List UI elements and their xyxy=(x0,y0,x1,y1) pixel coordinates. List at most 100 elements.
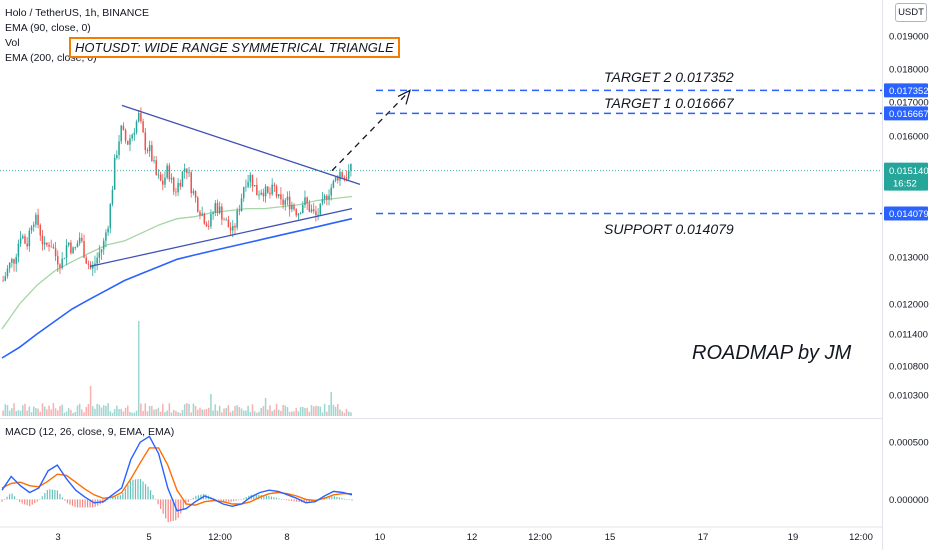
volume-bar xyxy=(67,408,70,416)
volume-bar xyxy=(19,410,22,416)
candle-body xyxy=(102,240,105,250)
volume-bar xyxy=(321,412,324,416)
candle-body xyxy=(262,192,265,197)
candle-body xyxy=(85,257,87,264)
candle-body xyxy=(321,199,324,204)
candle-body xyxy=(271,184,273,195)
macd-histogram-bar xyxy=(6,496,8,500)
candle-body xyxy=(8,262,11,269)
volume-bar xyxy=(288,411,291,416)
roadmap-label[interactable]: ROADMAP by JM xyxy=(692,342,852,364)
macd-histogram-bar xyxy=(34,499,36,504)
candle-body xyxy=(306,197,308,204)
volume-bar xyxy=(37,408,39,416)
candle-body xyxy=(280,194,282,200)
macd-histogram-bar xyxy=(190,499,192,500)
candle-body xyxy=(15,256,17,264)
candle-body xyxy=(315,211,317,216)
support-label[interactable]: SUPPORT 0.014079 xyxy=(604,221,734,237)
volume-bar xyxy=(52,403,55,416)
currency-button[interactable]: USDT xyxy=(895,3,927,22)
volume-bar xyxy=(30,412,33,416)
volume-bar xyxy=(6,405,9,416)
candle-body xyxy=(328,195,330,200)
candle-body xyxy=(247,181,249,187)
candle-body xyxy=(37,214,39,226)
volume-bar xyxy=(350,412,352,416)
macd-histogram-bar xyxy=(165,499,167,519)
volume-bar xyxy=(142,410,144,416)
macd-legend[interactable]: MACD (12, 26, close, 9, EMA, EMA) xyxy=(5,426,175,438)
macd-histogram-bar xyxy=(248,495,250,500)
volume-bar xyxy=(312,406,315,416)
macd-histogram-bar xyxy=(341,498,343,500)
candle-body xyxy=(32,224,35,227)
candle-body xyxy=(269,192,271,195)
volume-label[interactable]: Vol xyxy=(5,37,20,49)
volume-bar xyxy=(116,405,118,416)
volume-bar xyxy=(341,411,343,416)
volume-bar xyxy=(343,412,346,416)
candle-body xyxy=(83,241,85,258)
candle-body xyxy=(94,263,96,266)
macd-histogram-bar xyxy=(21,499,23,504)
candle-body xyxy=(179,182,182,187)
volume-bar xyxy=(212,410,214,416)
macd-histogram-bar xyxy=(144,484,147,500)
volume-bar xyxy=(347,411,350,416)
volume-bar xyxy=(214,404,217,416)
macd-histogram-bar xyxy=(303,499,305,503)
volume-bar xyxy=(306,407,308,416)
volume-bar xyxy=(4,404,7,416)
macd-histogram-bar xyxy=(134,479,137,500)
symbol-label[interactable]: Holo / TetherUS, 1h, BINANCE xyxy=(5,7,149,19)
volume-bar xyxy=(201,409,203,416)
macd-histogram-bar xyxy=(39,499,41,500)
volume-bar xyxy=(127,405,129,416)
volume-bar xyxy=(280,410,282,416)
candle-body xyxy=(238,210,241,212)
candle-body xyxy=(258,194,260,196)
candle-body xyxy=(19,238,22,244)
candle-body xyxy=(116,155,118,158)
candle-body xyxy=(205,223,208,227)
volume-bar xyxy=(170,412,173,416)
macd-histogram-bar xyxy=(195,495,197,500)
macd-histogram-bar xyxy=(44,493,46,500)
price-tick-label: 0.010800 xyxy=(889,362,929,373)
macd-histogram-bar xyxy=(285,499,288,501)
volume-bar xyxy=(168,403,171,416)
candle-body xyxy=(127,140,129,145)
target1-label[interactable]: TARGET 1 0.016667 xyxy=(604,95,734,111)
candle-body xyxy=(199,211,201,216)
candle-body xyxy=(74,247,77,249)
candle-body xyxy=(245,186,247,188)
macd-histogram-bar xyxy=(114,496,116,500)
candle-body xyxy=(133,132,136,135)
candle-body xyxy=(181,171,184,187)
chart-title[interactable]: HOTUSDT: WIDE RANGE SYMMETRICAL TRIANGLE xyxy=(69,37,400,58)
volume-bar xyxy=(133,412,136,416)
macd-histogram-bar xyxy=(162,499,164,514)
macd-histogram-bar xyxy=(74,499,76,508)
macd-histogram-bar xyxy=(298,499,300,502)
pane-separator[interactable] xyxy=(0,418,882,419)
candle-body xyxy=(57,256,59,265)
macd-histogram-bar xyxy=(76,499,79,508)
volume-bar xyxy=(315,405,317,416)
candle-body xyxy=(26,243,28,247)
volume-bar xyxy=(345,408,348,416)
volume-bar xyxy=(155,409,157,416)
macd-histogram-bar xyxy=(331,496,333,500)
candle-body xyxy=(253,185,256,187)
target2-label[interactable]: TARGET 2 0.017352 xyxy=(604,69,734,85)
macd-histogram-bar xyxy=(351,499,353,501)
volume-bar xyxy=(76,405,79,416)
trendline-upper xyxy=(121,104,361,186)
level-badge xyxy=(884,206,928,221)
price-tick-label: 0.011400 xyxy=(889,330,928,341)
candle-body xyxy=(76,243,79,248)
ema90-label[interactable]: EMA (90, close, 0) xyxy=(5,22,91,34)
macd-line xyxy=(1,435,353,512)
